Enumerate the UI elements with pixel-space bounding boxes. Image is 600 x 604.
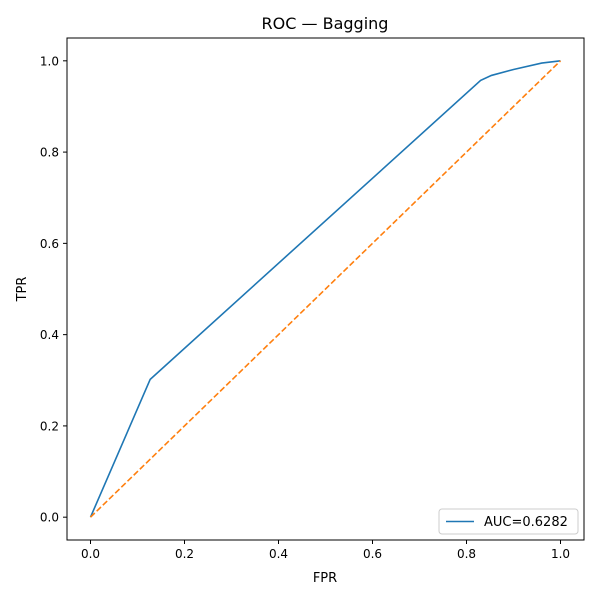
x-axis-label: FPR bbox=[313, 571, 337, 586]
roc-curve-line bbox=[89, 60, 561, 518]
chance-diagonal-line bbox=[89, 60, 562, 518]
y-tick-label: 0.2 bbox=[40, 419, 59, 433]
plot-frame bbox=[66, 37, 585, 541]
y-tick-label: 0.8 bbox=[40, 146, 59, 160]
legend-box bbox=[438, 508, 579, 535]
plot-area bbox=[89, 60, 562, 518]
x-tick-label: 0.6 bbox=[363, 547, 382, 561]
x-tick-label: 0.2 bbox=[175, 547, 194, 561]
x-tick-label: 0.4 bbox=[269, 547, 288, 561]
x-tick-label: 1.0 bbox=[551, 547, 570, 561]
x-tick-label: 0.0 bbox=[81, 547, 100, 561]
y-tick-label: 0.6 bbox=[40, 237, 59, 251]
y-axis: 0.0 0.2 0.4 0.6 0.8 1.0 bbox=[40, 54, 67, 525]
y-tick-label: 0.4 bbox=[40, 328, 59, 342]
y-tick-label: 0.0 bbox=[40, 511, 59, 525]
legend-label-roc: AUC=0.6282 bbox=[484, 515, 568, 530]
x-tick-label: 0.8 bbox=[457, 547, 476, 561]
legend: AUC=0.6282 bbox=[438, 508, 579, 535]
chart-title: ROC — Bagging bbox=[262, 14, 389, 33]
x-axis: 0.0 0.2 0.4 0.6 0.8 1.0 bbox=[81, 540, 570, 561]
y-axis-label: TPR bbox=[15, 277, 30, 303]
y-tick-label: 1.0 bbox=[40, 54, 59, 68]
